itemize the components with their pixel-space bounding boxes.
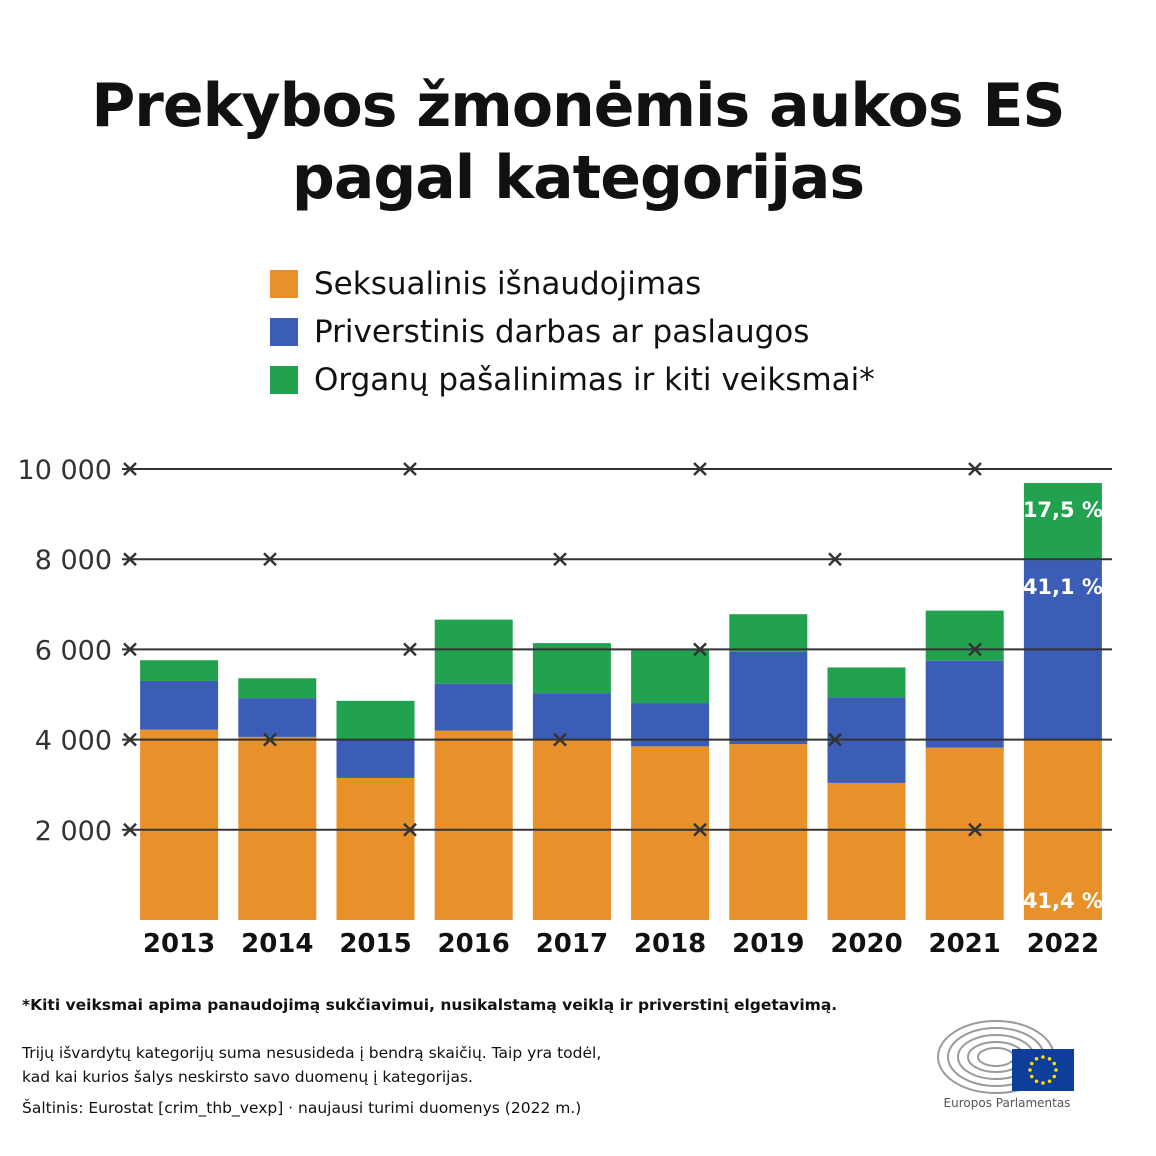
- footnote: *Kiti veiksmai apima panaudojimą sukčiav…: [22, 996, 838, 1014]
- bar-segment: [532, 643, 611, 694]
- barb-mark: [123, 642, 137, 657]
- bar-segment: [336, 777, 415, 920]
- bar-segment: [434, 730, 513, 920]
- eu-star: [1028, 1068, 1032, 1072]
- data-label: 17,5 %: [1023, 498, 1103, 522]
- eu-star: [1041, 1081, 1045, 1085]
- legend-swatch-orange: [270, 270, 298, 298]
- note-line-2: kad kai kurios šalys neskirsto savo duom…: [22, 1068, 473, 1086]
- bar-segment: [729, 651, 808, 745]
- x-tick-label: 2014: [241, 929, 313, 959]
- barb-mark: [263, 552, 277, 567]
- barb-mark: [968, 642, 982, 657]
- eu-star: [1054, 1068, 1058, 1072]
- eu-star: [1047, 1079, 1052, 1084]
- eu-star: [1029, 1074, 1034, 1079]
- eu-star: [1041, 1055, 1045, 1059]
- logo-text: Europos Parlamentas: [943, 1096, 1071, 1110]
- eu-stars-icon: [1028, 1055, 1058, 1085]
- bar-segment: [1023, 482, 1102, 561]
- x-tick-label: 2015: [339, 929, 411, 959]
- legend-swatch-blue: [270, 318, 298, 346]
- barb-mark: [828, 552, 842, 567]
- bar-segment: [140, 680, 219, 730]
- title-line-1: Prekybos žmonėmis aukos ES: [91, 71, 1065, 141]
- legend-label: Priverstinis darbas ar paslaugos: [314, 314, 810, 350]
- bars: [140, 482, 1102, 920]
- eu-star: [1034, 1056, 1039, 1061]
- eu-star: [1052, 1061, 1057, 1066]
- barb-mark: [693, 642, 707, 657]
- y-tick-label: 4 000: [35, 726, 112, 757]
- barb-mark: [123, 462, 137, 476]
- eu-star: [1052, 1074, 1057, 1079]
- barb-mark: [403, 822, 417, 837]
- bar-segment: [827, 667, 906, 698]
- barb-mark: [403, 642, 417, 657]
- bar-segment: [336, 739, 415, 778]
- barb-mark: [553, 732, 567, 747]
- chart-title: Prekybos žmonėmis aukos ES pagal kategor…: [0, 70, 1156, 214]
- barb-mark: [263, 732, 277, 747]
- legend-label: Organų pašalinimas ir kiti veiksmai*: [314, 362, 875, 398]
- european-parliament-logo: [937, 1020, 1074, 1094]
- barb-mark: [828, 732, 842, 747]
- barb-mark: [403, 462, 417, 476]
- x-tick-label: 2016: [438, 929, 510, 959]
- x-tick-label: 2018: [634, 929, 706, 959]
- bar-segment: [434, 619, 513, 684]
- title-line-2: pagal kategorijas: [291, 143, 865, 213]
- eu-star: [1047, 1056, 1052, 1061]
- source-text: Šaltinis: Eurostat [crim_thb_vexp] · nau…: [22, 1099, 582, 1117]
- barb-mark: [968, 462, 982, 476]
- barb-mark: [123, 822, 137, 837]
- bar-segment: [729, 614, 808, 652]
- legend-item-organ-removal: Organų pašalinimas ir kiti veiksmai*: [270, 356, 875, 404]
- x-tick-label: 2019: [732, 929, 804, 959]
- bar-segment: [434, 683, 513, 731]
- legend: Seksualinis išnaudojimas Priverstinis da…: [270, 260, 875, 404]
- barb-mark: [693, 822, 707, 837]
- x-tick-label: 2013: [143, 929, 215, 959]
- barb-mark: [123, 732, 137, 747]
- y-tick-label: 2 000: [35, 816, 112, 847]
- data-label: 41,1 %: [1023, 575, 1103, 599]
- x-tick-label: 2022: [1027, 929, 1099, 959]
- y-tick-label: 10 000: [18, 455, 112, 486]
- bar-segment: [925, 610, 1004, 661]
- note-line-1: Trijų išvardytų kategorijų suma nesuside…: [22, 1044, 602, 1062]
- eu-star: [1029, 1061, 1034, 1066]
- bar-segment: [336, 700, 415, 740]
- bar-segment: [925, 660, 1004, 748]
- bar-segment: [238, 678, 317, 699]
- bar-segment: [532, 693, 611, 740]
- barb-mark: [123, 552, 137, 567]
- barb-mark: [968, 822, 982, 837]
- bar-segment: [631, 648, 710, 704]
- y-tick-label: 8 000: [35, 545, 112, 576]
- y-tick-label: 6 000: [35, 635, 112, 666]
- barb-mark: [553, 552, 567, 567]
- x-tick-label: 2021: [929, 929, 1001, 959]
- bar-segment: [140, 660, 219, 681]
- eu-star: [1034, 1079, 1039, 1084]
- legend-label: Seksualinis išnaudojimas: [314, 266, 702, 302]
- gridlines: [122, 462, 1112, 837]
- labels: 2013 2014 2015 2016 2017 2018 2019 2020 2021 2022…: [18, 455, 1103, 959]
- legend-swatch-green: [270, 366, 298, 394]
- bar-segment: [140, 729, 219, 920]
- note: Trijų išvardytų kategorijų suma nesuside…: [22, 1041, 702, 1089]
- bar-segment: [827, 782, 906, 920]
- x-tick-label: 2017: [536, 929, 608, 959]
- legend-item-sexual-exploitation: Seksualinis išnaudojimas: [270, 260, 875, 308]
- x-tick-label: 2020: [830, 929, 902, 959]
- barb-mark: [693, 462, 707, 476]
- data-label: 41,4 %: [1023, 889, 1103, 913]
- legend-item-forced-labour: Priverstinis darbas ar paslaugos: [270, 308, 875, 356]
- bar-segment: [729, 744, 808, 920]
- bar-segment: [238, 736, 317, 920]
- bar-segment: [238, 698, 317, 737]
- bar-segment: [925, 747, 1004, 920]
